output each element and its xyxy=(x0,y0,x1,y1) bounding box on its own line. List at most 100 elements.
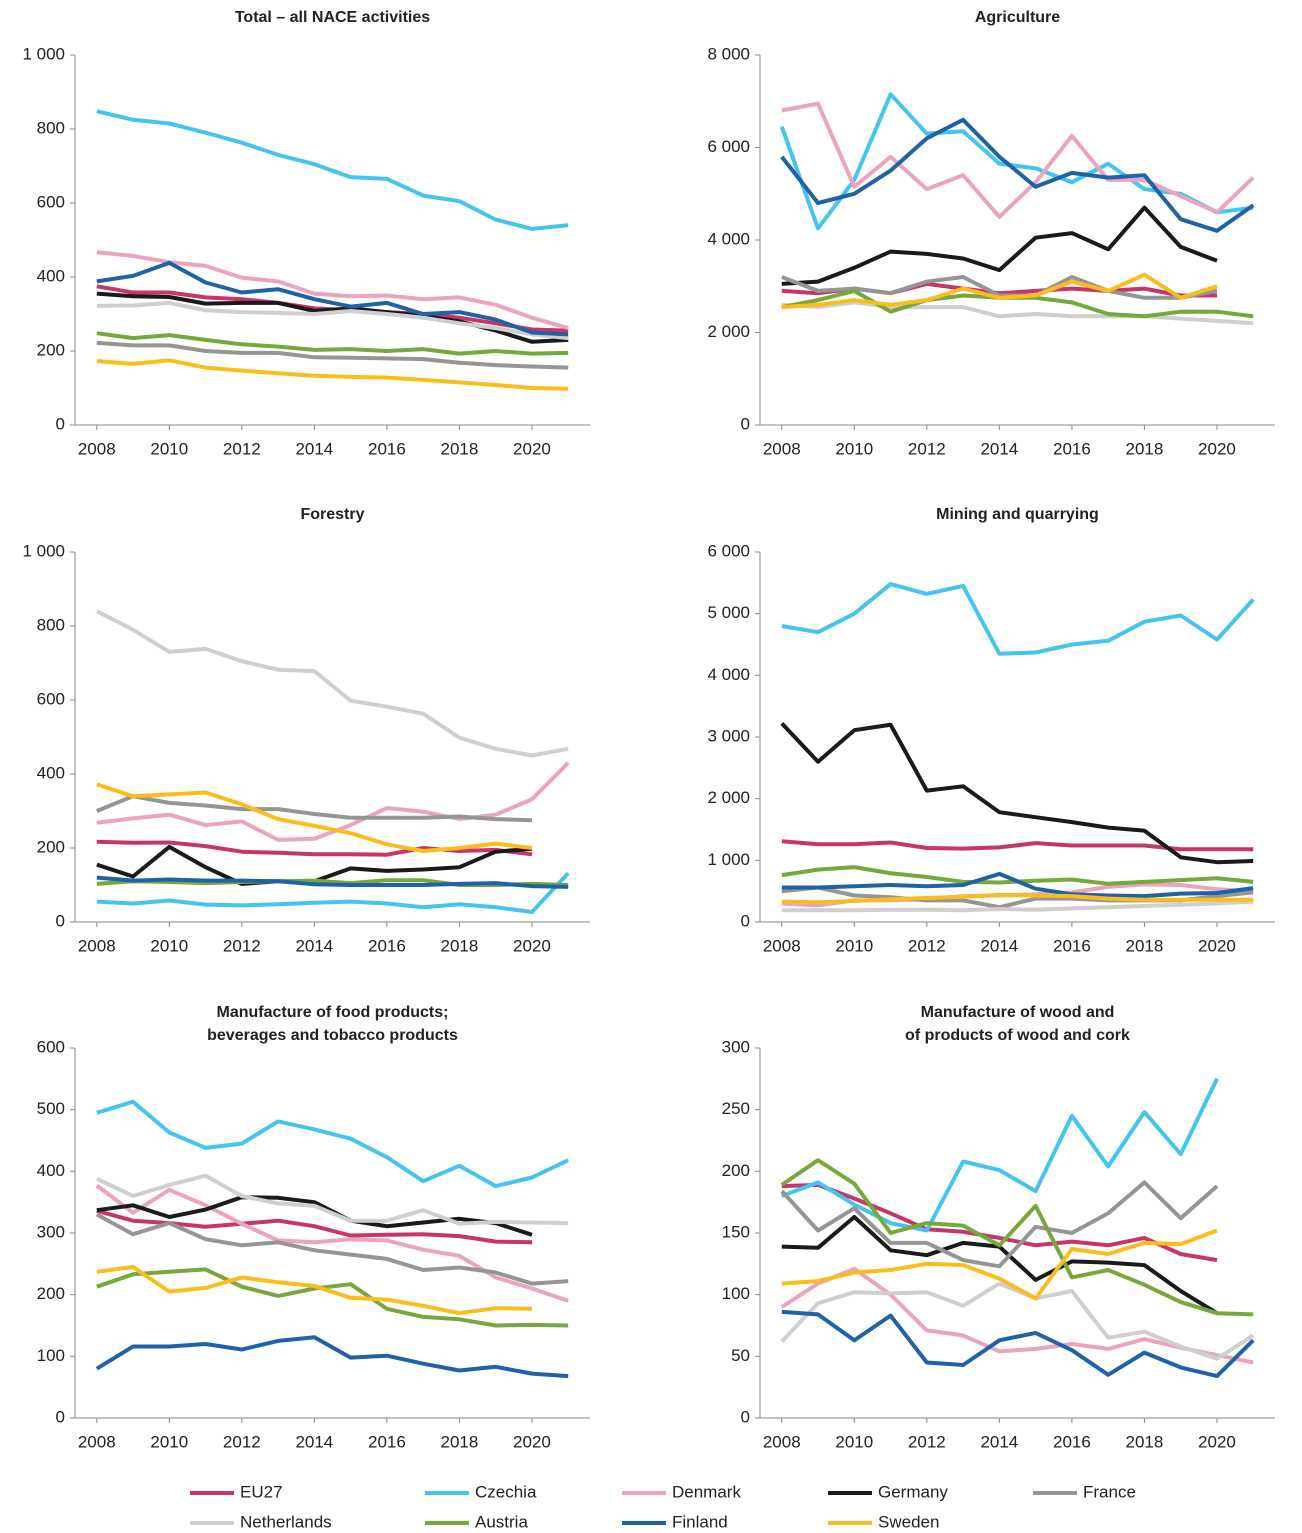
y-tick-label: 1 000 xyxy=(22,541,65,560)
y-tick-label: 100 xyxy=(37,1346,65,1365)
y-tick-label: 400 xyxy=(37,266,65,285)
legend-label: Netherlands xyxy=(240,1512,332,1531)
y-tick-label: 0 xyxy=(741,1407,750,1426)
x-tick-label: 2008 xyxy=(763,936,801,955)
y-tick-label: 1 000 xyxy=(707,850,750,869)
x-tick-label: 2014 xyxy=(980,936,1018,955)
x-tick-label: 2018 xyxy=(1126,439,1164,458)
y-tick-label: 250 xyxy=(722,1099,750,1118)
x-tick-label: 2020 xyxy=(1198,439,1236,458)
y-tick-label: 1 000 xyxy=(22,44,65,63)
y-tick-label: 3 000 xyxy=(707,726,750,745)
x-tick-label: 2016 xyxy=(1053,936,1091,955)
x-tick-label: 2016 xyxy=(1053,1432,1091,1451)
series-line xyxy=(781,300,1254,326)
series-line xyxy=(96,875,569,889)
series-line xyxy=(781,899,1254,913)
y-tick-label: 5 000 xyxy=(707,603,750,622)
x-tick-label: 2012 xyxy=(223,1432,261,1451)
x-tick-label: 2010 xyxy=(150,1432,188,1451)
legend-label: France xyxy=(1083,1482,1136,1501)
x-tick-label: 2016 xyxy=(368,439,406,458)
y-tick-label: 800 xyxy=(37,615,65,634)
x-tick-label: 2008 xyxy=(78,1432,116,1451)
series-line xyxy=(96,839,533,857)
x-tick-label: 2014 xyxy=(295,1432,333,1451)
legend-label: Czechia xyxy=(475,1482,537,1501)
series-line xyxy=(95,1173,569,1226)
x-tick-label: 2008 xyxy=(763,439,801,458)
series-line xyxy=(781,205,1218,286)
series-line xyxy=(95,1212,569,1286)
series-line xyxy=(95,1335,569,1379)
series-line xyxy=(96,1264,533,1316)
series-line xyxy=(96,1195,533,1237)
chart-title: Forestry xyxy=(300,506,364,523)
y-tick-label: 400 xyxy=(37,1161,65,1180)
y-tick-label: 6 000 xyxy=(707,137,750,156)
x-tick-label: 2020 xyxy=(1198,1432,1236,1451)
y-tick-label: 50 xyxy=(731,1346,750,1365)
y-tick-label: 200 xyxy=(37,1284,65,1303)
x-tick-label: 2020 xyxy=(513,439,551,458)
series-line xyxy=(781,1077,1219,1233)
y-tick-label: 0 xyxy=(741,911,750,930)
y-tick-label: 0 xyxy=(56,414,65,433)
x-tick-label: 2020 xyxy=(513,1432,551,1451)
chart-title: beverages and tobacco products xyxy=(207,1027,458,1044)
chart-title: Manufacture of wood and xyxy=(921,1004,1115,1021)
legend-label: EU27 xyxy=(240,1482,283,1501)
series-line xyxy=(96,871,570,914)
series-line xyxy=(96,1267,569,1328)
y-tick-label: 150 xyxy=(722,1222,750,1241)
y-tick-label: 400 xyxy=(37,763,65,782)
y-tick-label: 4 000 xyxy=(707,229,750,248)
y-tick-label: 200 xyxy=(37,340,65,359)
series-line xyxy=(781,839,1254,852)
y-tick-label: 2 000 xyxy=(707,322,750,341)
series-line xyxy=(96,794,533,823)
series-line xyxy=(96,358,569,391)
series-line xyxy=(96,331,569,356)
x-tick-label: 2012 xyxy=(908,439,946,458)
legend-label: Austria xyxy=(475,1512,528,1531)
legend-label: Finland xyxy=(672,1512,728,1531)
y-tick-label: 500 xyxy=(37,1099,65,1118)
x-tick-label: 2018 xyxy=(441,1432,479,1451)
series-line xyxy=(781,582,1255,656)
series-line xyxy=(780,722,1254,865)
series-line xyxy=(780,117,1255,233)
series-line xyxy=(95,1183,569,1303)
series-line xyxy=(96,109,569,231)
y-tick-label: 0 xyxy=(741,414,750,433)
y-tick-label: 600 xyxy=(37,689,65,708)
x-tick-label: 2010 xyxy=(835,936,873,955)
series-line xyxy=(781,1228,1218,1301)
series-line xyxy=(781,1182,1218,1263)
series-line xyxy=(96,1099,570,1189)
y-tick-label: 0 xyxy=(56,911,65,930)
x-tick-label: 2018 xyxy=(441,936,479,955)
series-line xyxy=(96,340,569,370)
series-line xyxy=(779,92,1254,231)
legend-label: Germany xyxy=(878,1482,948,1501)
x-tick-label: 2010 xyxy=(835,439,873,458)
y-tick-label: 100 xyxy=(722,1284,750,1303)
x-tick-label: 2018 xyxy=(1126,936,1164,955)
x-tick-label: 2008 xyxy=(78,936,116,955)
x-tick-label: 2014 xyxy=(295,439,333,458)
series-line xyxy=(96,300,569,341)
x-tick-label: 2014 xyxy=(295,936,333,955)
series-line xyxy=(781,101,1255,219)
y-tick-label: 200 xyxy=(37,837,65,856)
y-tick-label: 800 xyxy=(37,118,65,137)
x-tick-label: 2012 xyxy=(223,439,261,458)
x-tick-label: 2016 xyxy=(368,936,406,955)
x-tick-label: 2012 xyxy=(223,936,261,955)
x-tick-label: 2010 xyxy=(835,1432,873,1451)
y-tick-label: 600 xyxy=(37,192,65,211)
x-tick-label: 2012 xyxy=(908,936,946,955)
series-line xyxy=(96,782,533,853)
series-line xyxy=(781,272,1218,310)
series-line xyxy=(780,1180,1219,1269)
